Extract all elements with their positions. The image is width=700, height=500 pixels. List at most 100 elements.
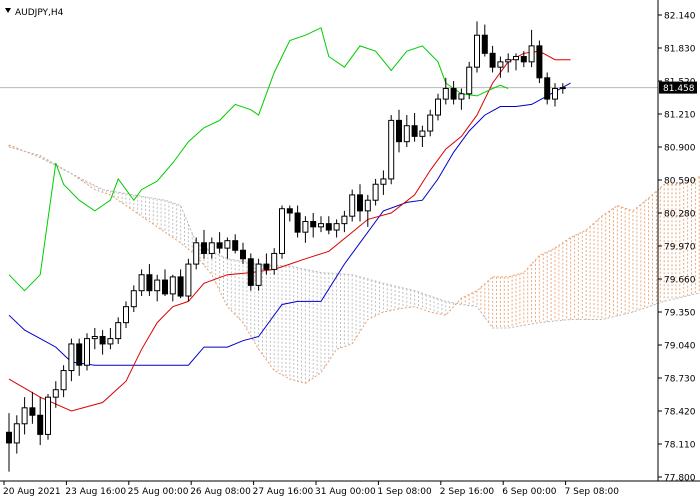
tenkan-sen-line xyxy=(8,50,571,412)
ichimoku-cloud xyxy=(8,144,700,384)
candle-bearish xyxy=(489,52,496,68)
price-tick-label: 77.800 xyxy=(664,474,696,484)
candle-bullish xyxy=(169,276,176,295)
candle-bullish xyxy=(388,119,395,180)
candle-bullish xyxy=(130,290,137,308)
time-axis: 20 Aug 2021 23 Aug 16:00 25 Aug 00:00 26 Au… xyxy=(3,481,619,497)
candle-bullish xyxy=(193,242,200,265)
chart-title[interactable]: AUDJPY,H4 xyxy=(5,8,64,18)
candle-bullish xyxy=(208,242,215,254)
candle-bearish xyxy=(177,276,184,297)
candle-bearish xyxy=(481,34,488,54)
candle-bearish xyxy=(216,242,223,249)
candle-bullish xyxy=(427,114,434,132)
price-tick-label: 78.730 xyxy=(664,375,696,385)
candles xyxy=(6,21,566,472)
symbol-title: AUDJPY,H4 xyxy=(15,8,64,18)
candle-bearish xyxy=(357,194,363,212)
candle-bullish xyxy=(497,61,504,68)
price-tick-label: 79.970 xyxy=(664,243,696,253)
candle-bullish xyxy=(185,263,192,297)
candle-bullish xyxy=(68,343,75,372)
candle-bearish xyxy=(325,223,332,231)
candle-bullish xyxy=(458,93,465,100)
candle-bullish xyxy=(528,45,535,63)
axes xyxy=(0,0,700,482)
time-tick-label: 23 Aug 16:00 xyxy=(65,487,126,497)
candle-bearish xyxy=(232,240,239,251)
candle-bullish xyxy=(91,335,98,340)
candle-bullish xyxy=(279,208,285,254)
price-tick-label: 79.660 xyxy=(664,276,696,286)
candle-bearish xyxy=(76,343,83,366)
ichimoku-lines xyxy=(8,27,571,412)
chikou-span-line xyxy=(8,27,509,292)
senkou-span-a-line xyxy=(8,144,700,384)
candle-bullish xyxy=(21,407,28,425)
candle-bearish xyxy=(146,274,153,292)
candle-bearish xyxy=(450,87,457,100)
candle-bullish xyxy=(419,130,426,137)
candle-bullish xyxy=(52,389,59,398)
candle-bearish xyxy=(263,263,270,270)
candle-bearish xyxy=(201,242,207,254)
candle-bearish xyxy=(99,335,106,345)
candle-bullish xyxy=(435,98,441,116)
candle-bullish xyxy=(138,274,145,292)
candle-bullish xyxy=(364,199,371,212)
current-price-badge: 81.458 xyxy=(659,81,697,94)
candle-bullish xyxy=(45,396,51,435)
time-tick-label: 31 Aug 00:00 xyxy=(315,487,376,497)
candle-bullish xyxy=(513,56,519,61)
candle-bullish xyxy=(60,370,67,391)
senkou-span-b-line xyxy=(8,146,700,329)
price-tick-label: 81.830 xyxy=(664,45,696,55)
candle-bullish xyxy=(403,125,410,143)
time-tick-label: 7 Sep 08:00 xyxy=(565,487,620,497)
candle-bullish xyxy=(84,338,90,366)
time-tick-label: 6 Sep 00:00 xyxy=(502,487,557,497)
candle-bearish xyxy=(286,208,293,214)
candle-bearish xyxy=(294,212,301,233)
price-tick-label: 81.210 xyxy=(664,111,696,121)
price-tick-label: 82.140 xyxy=(664,12,696,22)
candle-bearish xyxy=(520,56,527,63)
time-tick-label: 25 Aug 00:00 xyxy=(128,487,189,497)
candle-bullish xyxy=(349,194,356,217)
candle-bearish xyxy=(162,279,168,295)
candle-bullish xyxy=(559,87,566,90)
price-tick-label: 80.590 xyxy=(664,177,696,187)
time-tick-label: 27 Aug 16:00 xyxy=(253,487,314,497)
candle-bearish xyxy=(310,221,317,228)
candle-bearish xyxy=(536,45,543,79)
candle-bullish xyxy=(505,59,512,63)
caret-down-icon[interactable] xyxy=(5,8,11,13)
candle-bearish xyxy=(544,77,551,100)
candle-bullish xyxy=(380,178,387,185)
candle-bullish xyxy=(552,87,558,100)
candle-bullish xyxy=(442,87,449,100)
candle-bullish xyxy=(341,215,348,225)
candle-bullish xyxy=(123,306,129,324)
candle-bullish xyxy=(107,338,114,345)
time-tick-label: 1 Sep 08:00 xyxy=(377,487,432,497)
candle-bullish xyxy=(474,34,480,68)
price-tick-label: 79.350 xyxy=(664,309,696,319)
current-price-label: 81.458 xyxy=(663,84,695,94)
candle-bullish xyxy=(333,223,340,231)
candle-bullish xyxy=(372,183,379,201)
kijun-sen-line xyxy=(8,82,571,366)
candle-bullish xyxy=(255,263,262,286)
candle-bullish xyxy=(154,279,161,292)
candle-bearish xyxy=(29,407,36,416)
time-tick-label: 20 Aug 2021 xyxy=(3,487,61,497)
candle-bearish xyxy=(240,249,246,260)
candle-bullish xyxy=(13,423,20,444)
candle-bearish xyxy=(411,125,418,137)
price-tick-label: 80.900 xyxy=(664,144,696,154)
candle-bearish xyxy=(37,414,44,435)
candle-bullish xyxy=(302,221,309,233)
time-tick-label: 26 Aug 08:00 xyxy=(190,487,251,497)
